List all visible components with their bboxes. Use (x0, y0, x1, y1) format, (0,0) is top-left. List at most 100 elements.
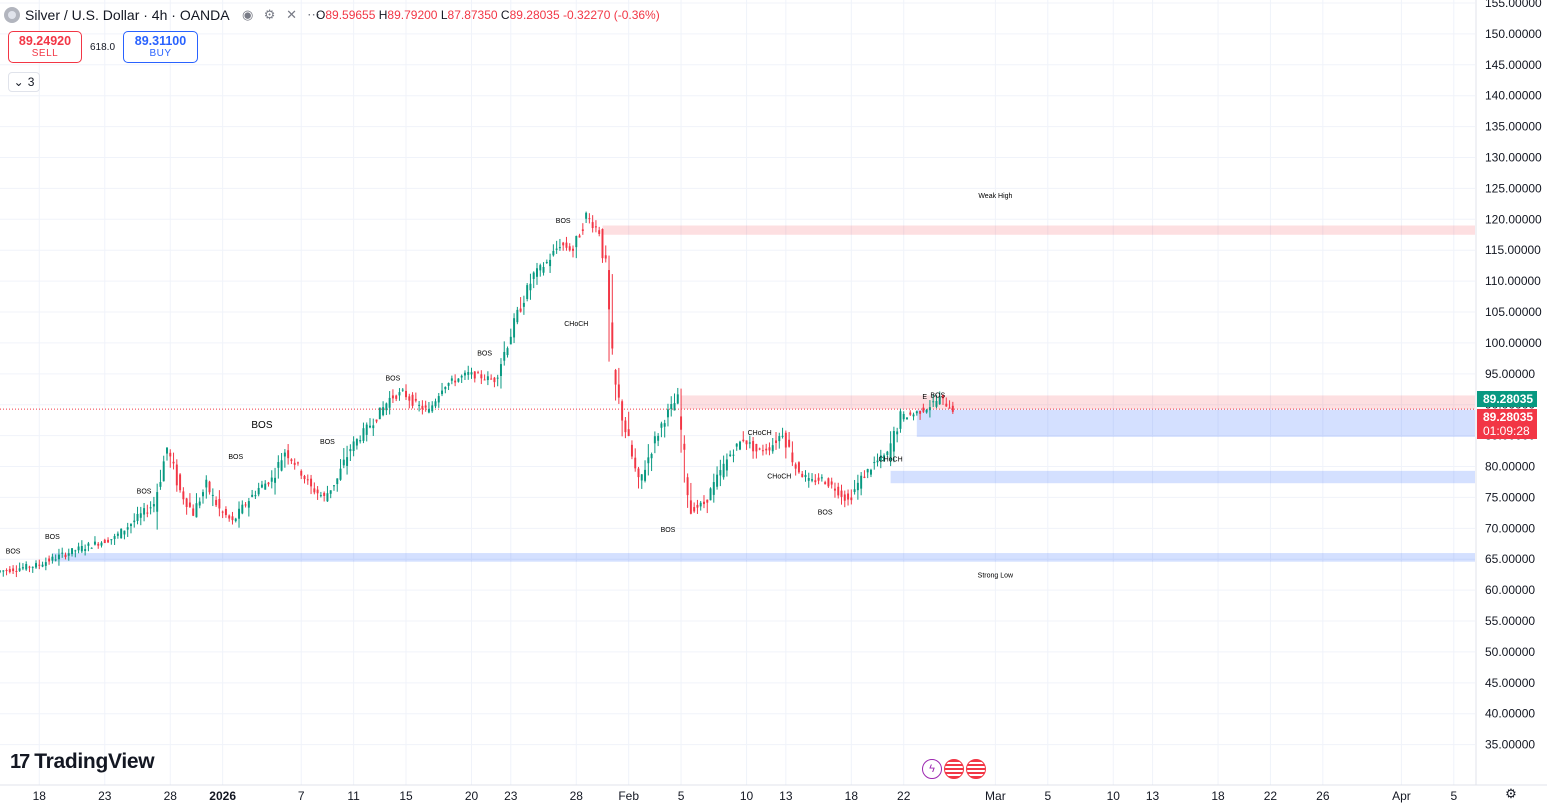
candle-down (28, 566, 31, 568)
candle-up (444, 386, 447, 390)
candle-down (395, 395, 398, 399)
candle-down (788, 439, 791, 447)
candle-down (64, 554, 67, 558)
candle-down (745, 440, 748, 445)
candle-up (640, 474, 643, 481)
candle-up (886, 451, 889, 455)
candle-up (513, 318, 516, 338)
close-icon[interactable]: ✕ (286, 7, 298, 22)
more-icon[interactable]: ⋯ (307, 7, 321, 22)
candle-up (670, 404, 673, 410)
candle-up (722, 463, 725, 478)
candle-up (198, 501, 201, 506)
candle-up (385, 403, 388, 411)
candle-down (424, 405, 427, 408)
time-tick-label: 18 (33, 789, 47, 803)
candle-down (107, 539, 110, 543)
candle-down (765, 448, 768, 451)
candle-up (892, 431, 895, 452)
candle-up (139, 513, 142, 518)
candle-up (899, 411, 902, 429)
candle-up (925, 409, 928, 413)
candle-up (869, 469, 872, 475)
candle-up (21, 567, 24, 569)
indicators-toggle[interactable]: ⌄ 3 (8, 72, 40, 92)
candle-down (680, 416, 683, 430)
candle-up (143, 508, 146, 515)
us-flag-icon[interactable] (966, 759, 986, 779)
structure-label: CHoCH (767, 474, 791, 481)
candle-down (951, 405, 954, 412)
us-flag-icon[interactable] (944, 759, 964, 779)
sell-price: 89.24920 (18, 34, 72, 48)
candle-down (483, 379, 486, 381)
candle-down (624, 420, 627, 433)
bid-price-label: 89.28035 01:09:28 (1477, 409, 1537, 439)
time-tick-label: 23 (98, 789, 112, 803)
structure-label: E (922, 394, 927, 401)
structure-label: BOS (661, 527, 676, 534)
buy-price: 89.31100 (134, 34, 187, 48)
candle-up (90, 547, 93, 549)
candle-up (346, 457, 349, 466)
candle-up (41, 564, 44, 567)
candle-up (555, 248, 558, 250)
price-tick-label: 35.00000 (1485, 738, 1535, 752)
candle-up (195, 503, 198, 518)
candle-up (460, 375, 463, 378)
candle-down (375, 419, 378, 422)
candle-up (110, 539, 113, 541)
candle-up (709, 488, 712, 501)
time-tick-label: 26 (1316, 789, 1330, 803)
lightning-icon[interactable]: ϟ (922, 759, 942, 779)
candle-down (218, 498, 221, 509)
symbol-title[interactable]: Silver / U.S. Dollar · 4h · OANDA (25, 7, 230, 23)
candle-down (405, 390, 407, 398)
candle-down (490, 378, 493, 380)
candle-up (748, 442, 751, 444)
candle-down (103, 539, 106, 544)
sell-button[interactable]: 89.24920 SELL (8, 31, 82, 63)
candle-up (319, 495, 322, 497)
brand-name: TradingView (34, 750, 155, 773)
candle-up (719, 470, 722, 476)
candle-up (280, 460, 283, 471)
candle-down (817, 477, 820, 481)
settings-icon[interactable]: ⚙ (263, 7, 276, 22)
candle-up (339, 468, 342, 480)
candle-up (650, 454, 653, 459)
candle-up (418, 404, 421, 406)
candle-up (25, 564, 28, 570)
candle-up (362, 428, 365, 441)
axis-settings-icon[interactable]: ⚙ (1505, 786, 1517, 801)
candle-down (840, 490, 843, 497)
candle-down (611, 322, 614, 349)
demand-zone (916, 409, 1475, 437)
time-tick-label: 11 (347, 789, 360, 803)
candles (0, 211, 954, 578)
candle-down (922, 407, 925, 412)
candle-down (477, 372, 480, 374)
buy-button[interactable]: 89.31100 BUY (123, 31, 198, 63)
candle-up (431, 405, 434, 412)
price-tick-label: 75.00000 (1485, 490, 1535, 504)
candle-up (873, 462, 876, 464)
candle-down (38, 564, 41, 566)
candle-up (257, 487, 260, 495)
candle-down (598, 230, 601, 234)
candle-up (526, 285, 529, 299)
candle-down (604, 255, 607, 259)
tradingview-logo[interactable]: 17 TradingView (10, 750, 155, 774)
candle-up (467, 372, 470, 375)
candle-up (516, 309, 519, 323)
structure-label: BOS (45, 534, 60, 541)
candle-up (378, 407, 381, 420)
eye-icon[interactable]: ◉ (241, 7, 254, 22)
candle-up (77, 546, 80, 551)
candle-up (264, 483, 267, 490)
price-tick-label: 125.00000 (1485, 181, 1542, 195)
candle-up (811, 479, 814, 481)
price-tick-label: 55.00000 (1485, 614, 1535, 628)
candle-up (536, 268, 538, 277)
